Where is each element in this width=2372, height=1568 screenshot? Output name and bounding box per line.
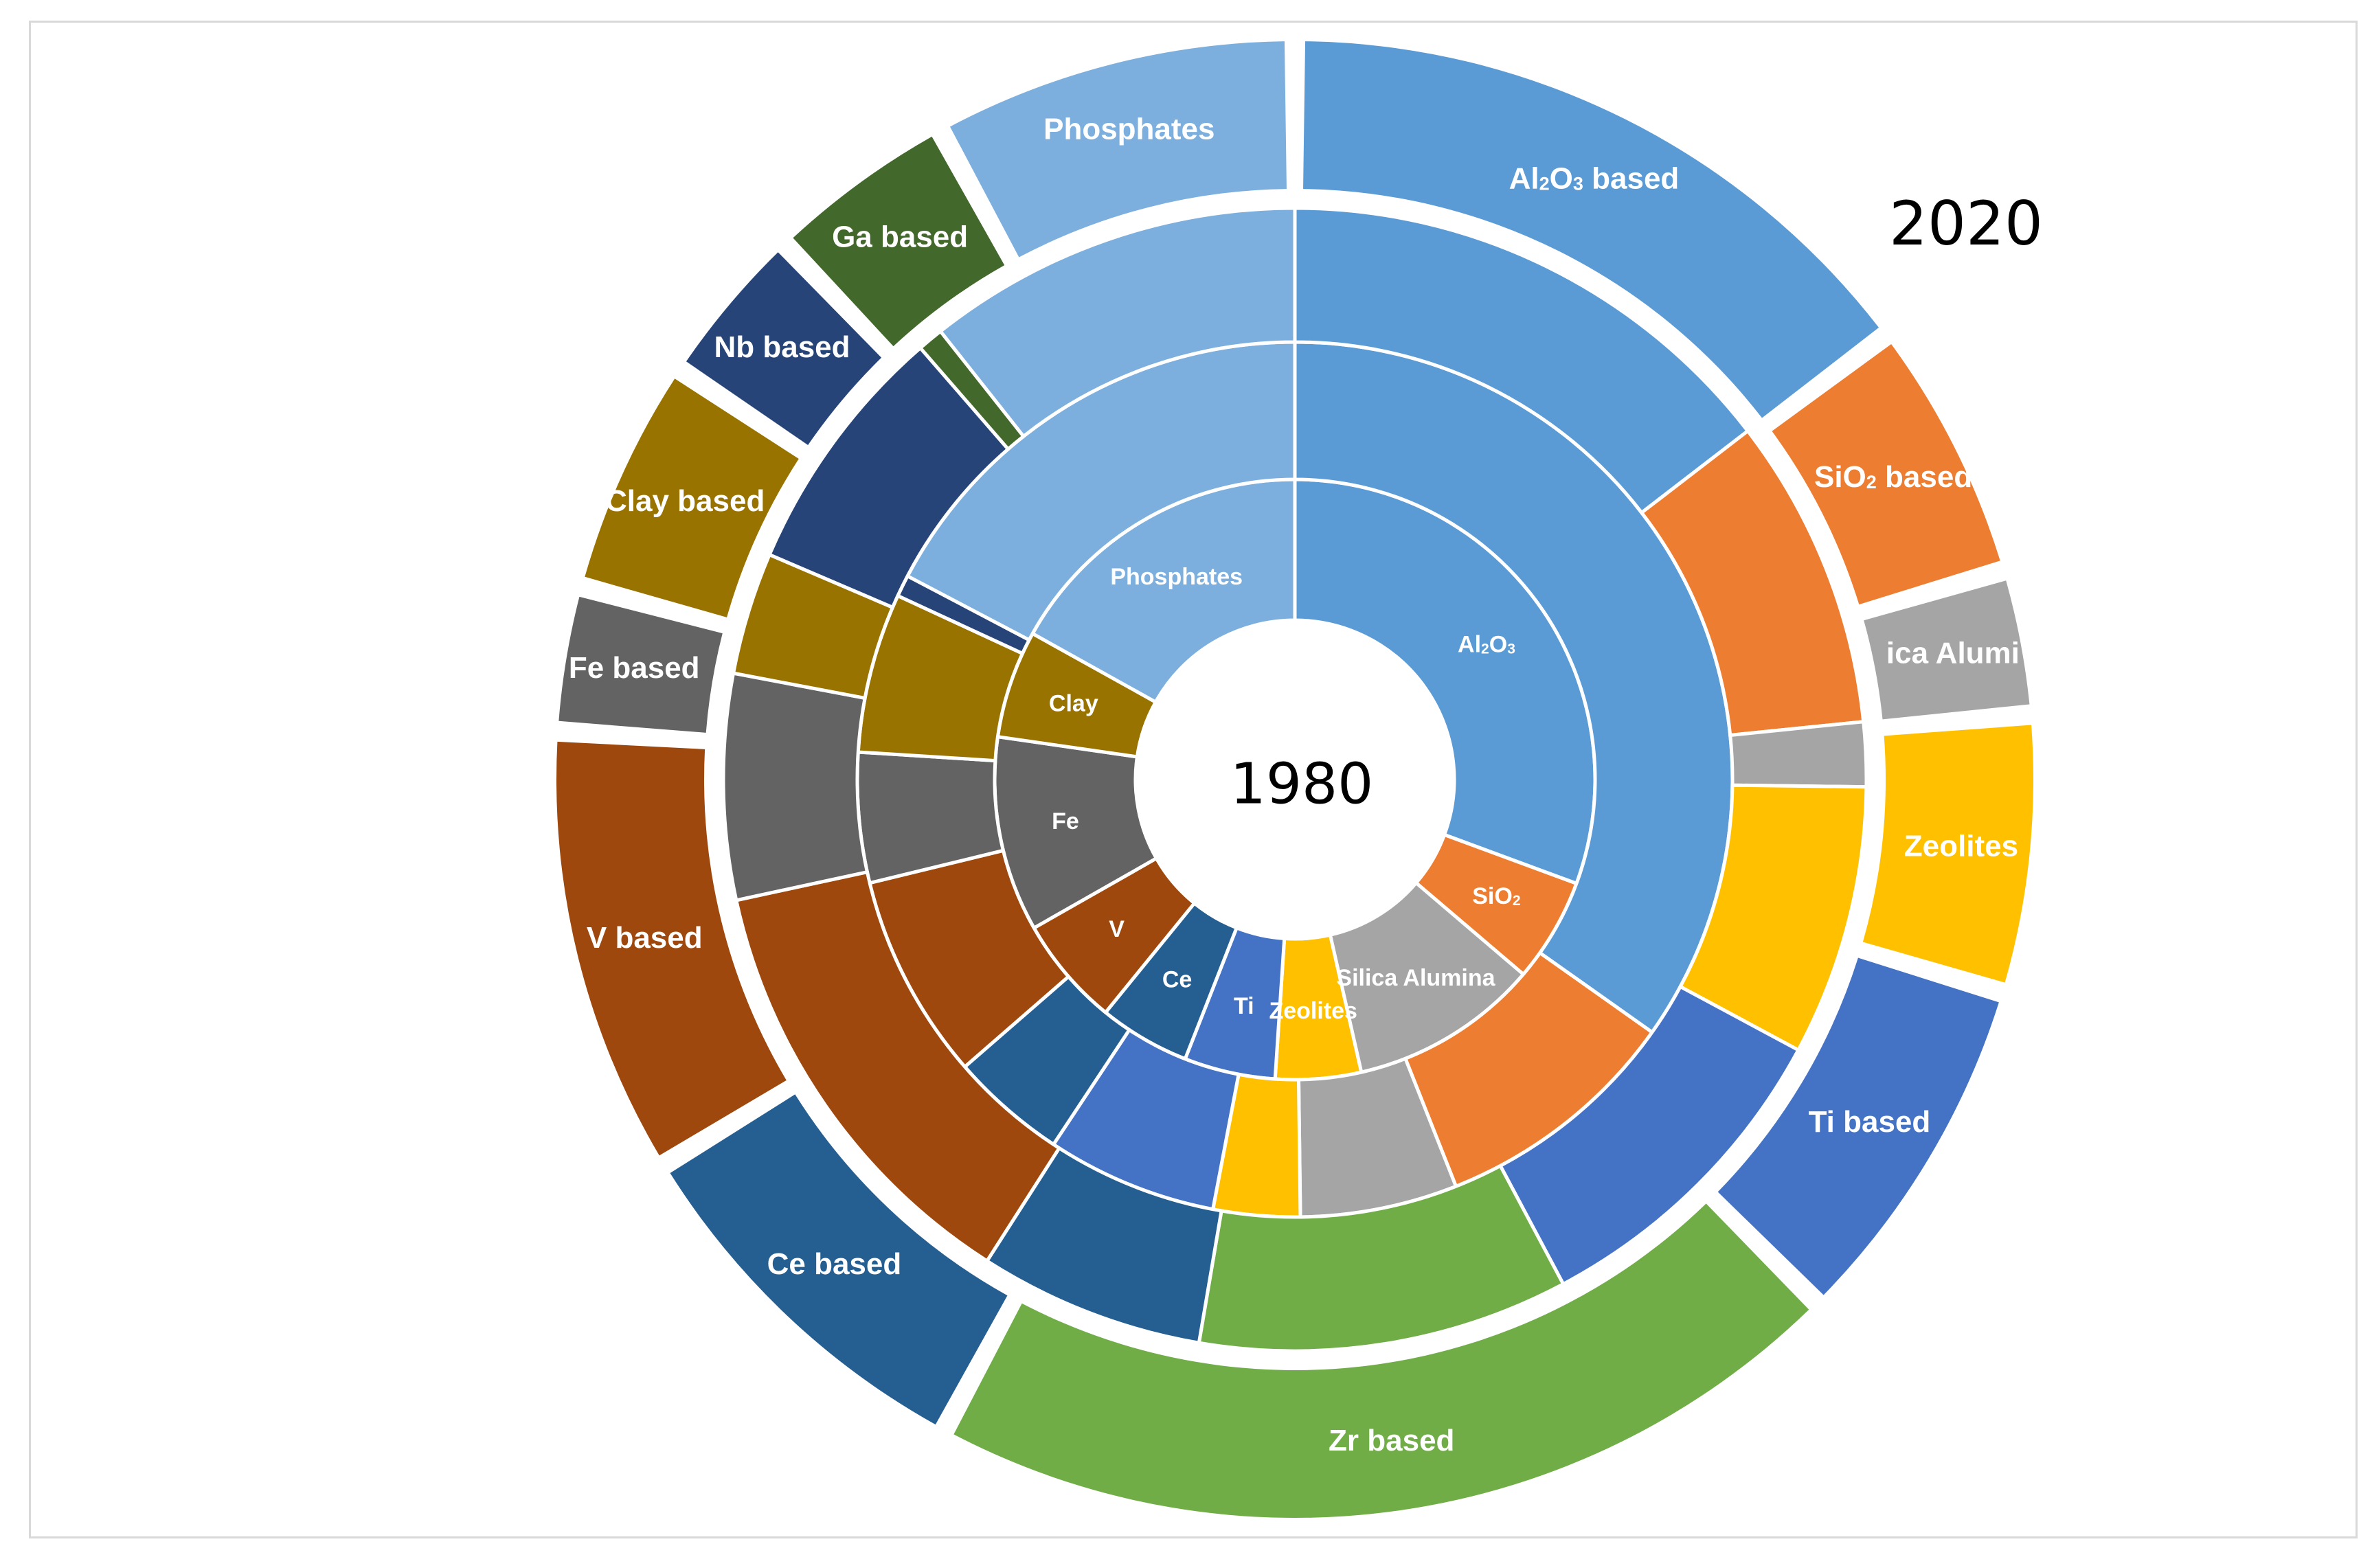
label-part-after: based [1877, 460, 1972, 494]
label-part-sub1: 2 [1866, 472, 1877, 492]
label-part-text: Clay based [605, 484, 765, 518]
label-ring1-zeolites: Zeolites [1269, 998, 1357, 1024]
label-ring4-al2o3: Al2O3 based [1509, 161, 1680, 195]
label-part-after: based [1583, 161, 1679, 195]
segment-ring3-phosphates [938, 206, 1297, 439]
label-part-text: Clay [1049, 690, 1098, 716]
label-part-text: Zeolites [1269, 998, 1357, 1024]
center-year-label: 1980 [1230, 751, 1374, 817]
label-part-text: Zr based [1329, 1423, 1454, 1457]
label-part-text: SiO [1814, 460, 1866, 494]
label-ring1-phosphates: Phosphates [1110, 564, 1243, 590]
label-part-text: Ce based [767, 1247, 902, 1280]
segment-ring4-fe [558, 596, 723, 733]
label-ring4-v: V based [587, 921, 703, 955]
label-ring4-phosphates: Phosphates [1043, 112, 1215, 146]
segment-ring4-zeolites [1862, 725, 2033, 983]
chart-segments [556, 41, 2033, 1518]
label-part-text: Silica Alumina [1336, 965, 1495, 991]
label-part-text: V based [587, 921, 703, 955]
segment-ring4-ti [1717, 957, 1999, 1295]
label-ring4-nb: Nb based [714, 330, 850, 363]
segment-ring4-silica-alumina [1864, 580, 2030, 720]
outer-year-label: 2020 [1889, 188, 2043, 259]
segment-ring4-nb [686, 252, 882, 446]
segment-ring4-phosphates [949, 41, 1287, 258]
label-part-sub2: 3 [1507, 641, 1515, 657]
segment-ring4-ce [670, 1094, 1008, 1425]
label-ring1-fe: Fe [1052, 808, 1079, 834]
label-part-text: Ti [1234, 993, 1254, 1019]
segment-ring4-clay [585, 378, 799, 617]
label-ring4-clay: Clay based [605, 484, 765, 518]
label-ring1-v: V [1109, 916, 1125, 942]
segment-ring4-v [556, 741, 787, 1156]
label-part-mid: O [1489, 632, 1507, 658]
label-part-text: ica Alumi [1886, 636, 2020, 670]
label-ring1-sio2: SiO2 [1472, 883, 1520, 909]
label-part-sub1: 2 [1513, 893, 1521, 909]
segment-ring4-al2o3 [1303, 41, 1879, 418]
label-part-text: V [1109, 916, 1125, 942]
label-ring4-zeolites: Zeolites [1904, 829, 2018, 863]
label-ring4-sio2: SiO2 based [1814, 460, 1972, 494]
label-part-text: Fe based [569, 651, 700, 685]
label-ring1-clay: Clay [1049, 690, 1098, 716]
label-ring4-ga: Ga based [832, 220, 968, 253]
label-ring4-silica-alumina: ica Alumi [1886, 636, 2020, 670]
label-ring4-ti: Ti based [1809, 1105, 1931, 1139]
label-ring1-silica-alumina: Silica Alumina [1336, 965, 1495, 991]
segment-ring4-ga [793, 136, 1005, 347]
label-part-text: Fe [1052, 808, 1079, 834]
label-ring4-zr: Zr based [1329, 1423, 1454, 1457]
label-part-text: Ga based [832, 220, 968, 253]
label-part-sub1: 2 [1539, 174, 1550, 194]
label-part-text: Al [1458, 632, 1481, 658]
label-part-text: Al [1509, 161, 1539, 195]
label-part-text: Phosphates [1043, 112, 1215, 146]
label-part-text: Ce [1162, 967, 1192, 993]
label-part-text: SiO [1472, 883, 1513, 909]
label-ring1-ti: Ti [1234, 993, 1254, 1019]
label-ring4-fe: Fe based [569, 651, 700, 685]
segment-ring4-sio2 [1772, 343, 2000, 605]
segment-ring4-zr [953, 1203, 1809, 1518]
label-part-sub1: 2 [1481, 641, 1489, 657]
segment-ring3-silica-alumina [1728, 719, 1868, 789]
label-part-sub2: 3 [1573, 174, 1583, 194]
label-part-text: Phosphates [1110, 564, 1243, 590]
label-part-text: Nb based [714, 330, 850, 363]
label-part-mid: O [1550, 161, 1573, 195]
label-part-text: Zeolites [1904, 829, 2018, 863]
label-part-text: Ti based [1809, 1105, 1931, 1139]
label-ring1-al2o3: Al2O3 [1458, 632, 1515, 658]
label-ring4-ce: Ce based [767, 1247, 902, 1280]
segment-ring3-fe [721, 671, 870, 902]
label-ring1-ce: Ce [1162, 967, 1192, 993]
